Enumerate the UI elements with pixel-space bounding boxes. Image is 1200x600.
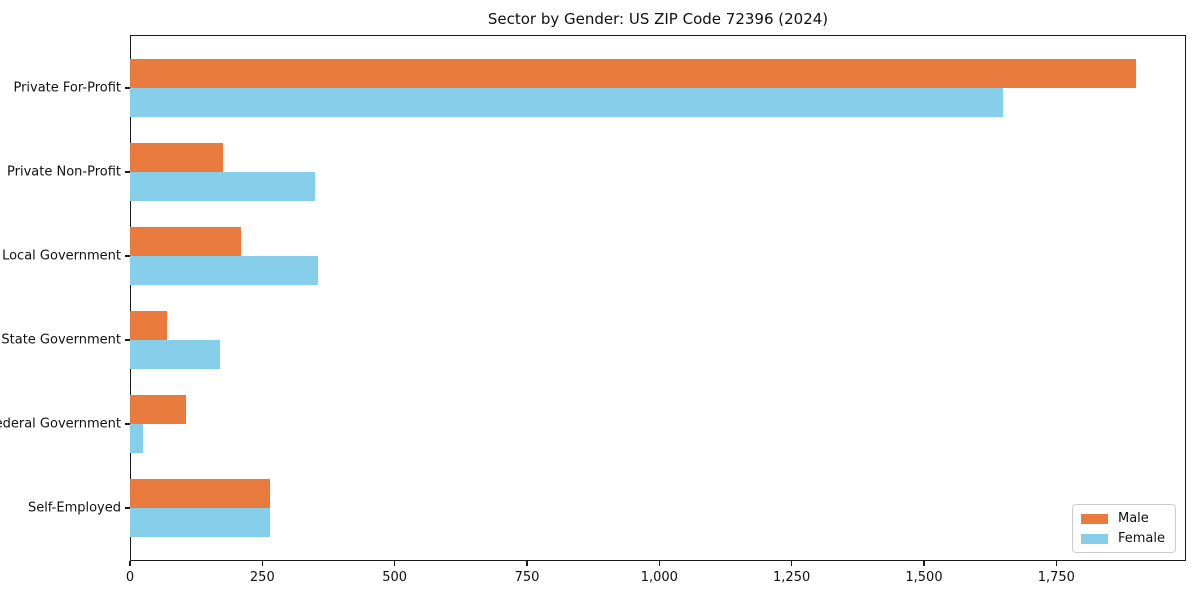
y-tick-label: Federal Government	[0, 416, 121, 432]
bar-male-1	[130, 142, 223, 172]
bar-male-3	[130, 310, 168, 340]
x-tick-label: 250	[249, 570, 275, 585]
bar-male-2	[130, 226, 242, 256]
chart-title: Sector by Gender: US ZIP Code 72396 (202…	[487, 10, 829, 28]
x-tick-label: 0	[125, 570, 135, 585]
x-tick-label: 750	[514, 570, 540, 585]
x-tick-label: 1,250	[773, 570, 811, 585]
bar-male-5	[130, 478, 271, 508]
x-tick-mark	[526, 561, 528, 566]
y-tick-mark	[125, 171, 130, 173]
y-tick-label: Self-Employed	[27, 500, 121, 516]
bar-female-2	[130, 256, 318, 286]
legend-swatch-female	[1080, 533, 1108, 544]
y-tick-label: Private Non-Profit	[7, 164, 121, 180]
x-tick-mark	[393, 561, 396, 566]
x-tick-mark	[923, 561, 925, 566]
x-tick-label: 1,750	[1037, 570, 1075, 585]
bar-female-1	[130, 172, 316, 202]
bar-female-4	[130, 424, 144, 454]
y-tick-mark	[125, 87, 130, 89]
legend-label-female: Female	[1117, 531, 1165, 546]
legend-item-male: Male	[1080, 511, 1165, 526]
x-tick-mark	[1055, 561, 1057, 566]
x-tick-label: 500	[382, 570, 408, 585]
y-tick-label: Private For-Profit	[13, 80, 121, 96]
bar-male-0	[130, 58, 1136, 88]
bar-female-0	[130, 88, 1004, 118]
y-tick-label: Local Government	[2, 248, 121, 264]
y-tick-label: State Government	[1, 332, 121, 348]
x-tick-mark	[129, 561, 131, 566]
x-tick-mark	[790, 561, 793, 566]
bar-male-4	[130, 394, 186, 424]
x-tick-mark	[658, 561, 660, 566]
x-tick-label: 1,500	[905, 570, 943, 585]
bar-female-5	[130, 508, 271, 538]
y-tick-mark	[125, 507, 130, 509]
y-tick-mark	[125, 423, 130, 425]
y-tick-mark	[125, 255, 130, 257]
legend-label-male: Male	[1117, 511, 1149, 526]
x-tick-mark	[261, 561, 264, 566]
legend-swatch-male	[1080, 513, 1108, 524]
legend-item-female: Female	[1080, 531, 1165, 546]
chart-legend: Male Female	[1071, 504, 1176, 553]
y-tick-mark	[125, 339, 130, 341]
bar-female-3	[130, 340, 220, 370]
x-tick-label: 1,000	[640, 570, 678, 585]
plot-area: Male Female	[130, 35, 1186, 561]
